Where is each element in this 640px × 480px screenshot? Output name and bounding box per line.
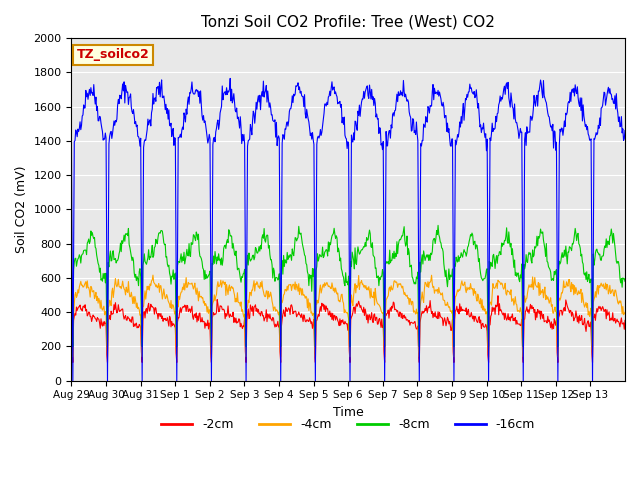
X-axis label: Time: Time: [333, 406, 364, 419]
Legend: -2cm, -4cm, -8cm, -16cm: -2cm, -4cm, -8cm, -16cm: [156, 413, 540, 436]
Text: TZ_soilco2: TZ_soilco2: [77, 48, 150, 61]
Title: Tonzi Soil CO2 Profile: Tree (West) CO2: Tonzi Soil CO2 Profile: Tree (West) CO2: [201, 15, 495, 30]
Y-axis label: Soil CO2 (mV): Soil CO2 (mV): [15, 166, 28, 253]
